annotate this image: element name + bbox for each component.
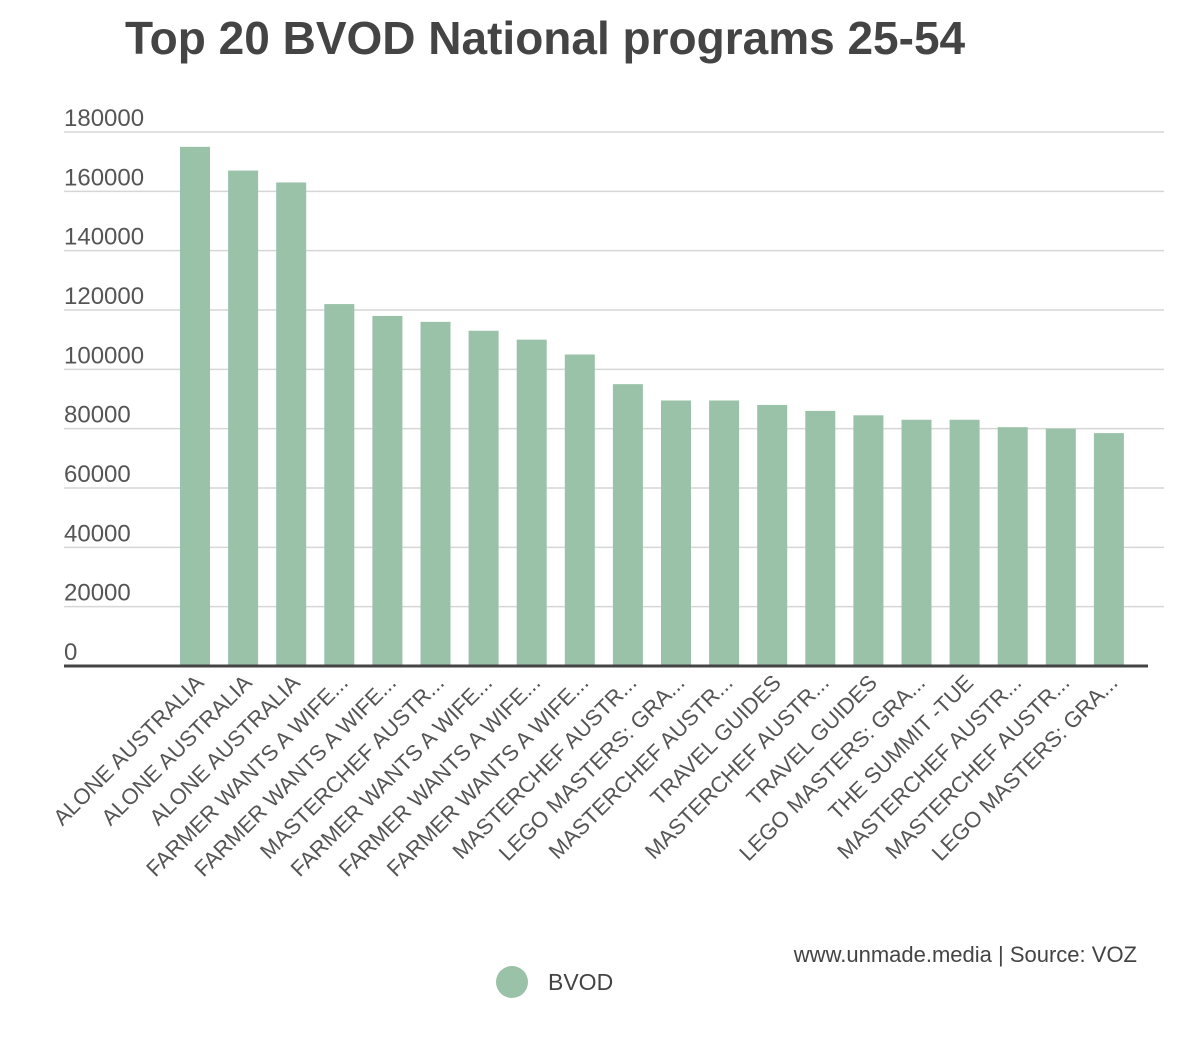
y-tick-label: 100000	[64, 342, 144, 369]
bar	[228, 170, 259, 667]
y-tick-label: 20000	[64, 580, 131, 607]
y-axis-ticks: 0 20000 40000 60000 80000 100000 120000 140000 1…	[64, 105, 144, 666]
bar	[853, 415, 884, 666]
bar	[612, 384, 643, 666]
y-tick-label: 80000	[64, 402, 131, 429]
bar	[1093, 433, 1124, 666]
bar	[468, 330, 499, 666]
bar	[805, 410, 836, 666]
bar	[661, 400, 691, 666]
bar	[709, 400, 740, 666]
y-tick-label: 40000	[64, 520, 131, 547]
source-note: www.unmade.media | Source: VOZ	[793, 942, 1137, 967]
bar	[564, 354, 595, 666]
bar	[420, 321, 451, 666]
y-tick-label: 160000	[64, 164, 144, 191]
bars	[180, 146, 1124, 667]
bar	[757, 404, 788, 666]
y-tick-label: 60000	[64, 461, 131, 488]
chart-title: Top 20 BVOD National programs 25-54	[125, 12, 966, 64]
bar	[180, 146, 210, 667]
bar	[901, 419, 932, 666]
bar	[324, 304, 355, 666]
y-tick-label: 140000	[64, 224, 144, 251]
bar	[949, 419, 980, 666]
legend: BVOD	[496, 966, 613, 998]
bar	[1045, 428, 1076, 666]
legend-label-bvod: BVOD	[548, 969, 613, 995]
bar	[372, 315, 403, 666]
y-tick-label: 0	[64, 639, 77, 666]
bar	[276, 182, 307, 666]
legend-swatch-bvod	[496, 966, 528, 998]
y-tick-label: 180000	[64, 105, 144, 132]
bar	[997, 427, 1028, 666]
bar	[516, 339, 547, 666]
y-tick-label: 120000	[64, 283, 144, 310]
